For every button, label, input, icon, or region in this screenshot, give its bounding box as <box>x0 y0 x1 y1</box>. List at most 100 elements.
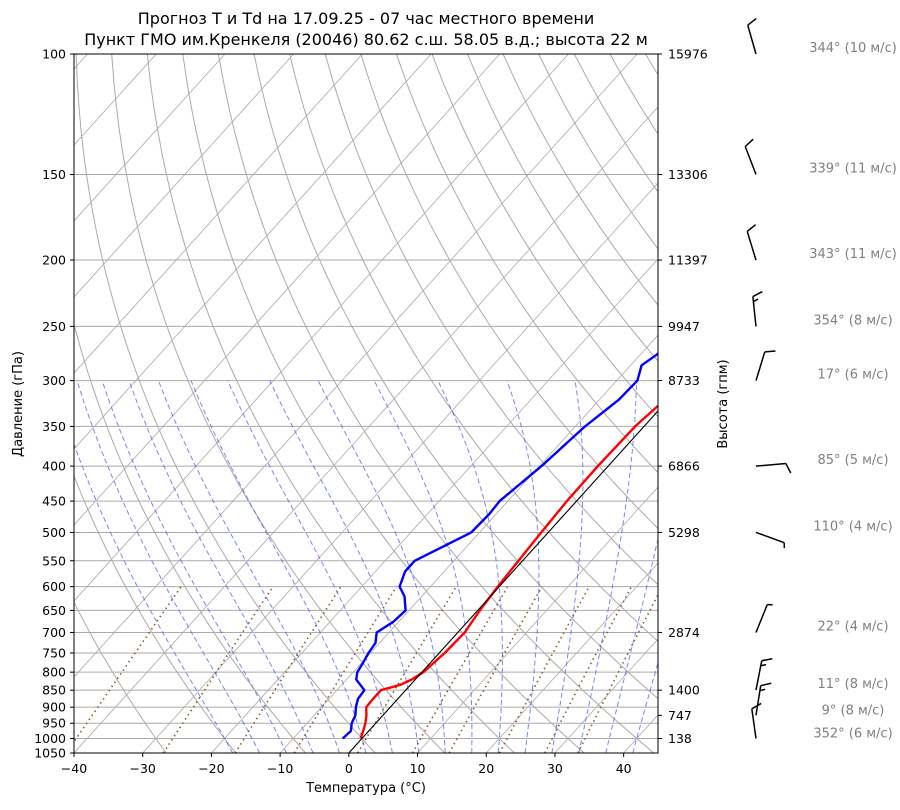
wind-label: 344° (10 м/с) <box>809 41 897 56</box>
dry-adiabat <box>218 54 653 753</box>
x-tick-label: 40 <box>616 761 632 776</box>
x-tick-label: 0 <box>345 761 353 776</box>
y-axis-label: Давление (гПа) <box>11 351 26 457</box>
dry-adiabat <box>788 54 900 753</box>
height-tick-label: 138 <box>668 731 692 746</box>
y-tick-label: 550 <box>42 553 66 568</box>
dry-adiabat <box>361 54 900 753</box>
y-tick-label: 1000 <box>34 731 66 746</box>
dry-adiabat <box>717 54 900 753</box>
wind-barb <box>756 348 776 383</box>
dry-adiabat <box>574 54 900 753</box>
isotherm-line <box>624 54 900 753</box>
wind-barb <box>756 657 772 692</box>
y-tick-label: 250 <box>42 319 66 334</box>
moist-adiabat <box>552 381 583 753</box>
wind-label: 9° (8 м/с) <box>822 703 885 718</box>
wind-barb <box>747 19 766 54</box>
isotherm-line <box>761 54 900 753</box>
moist-adiabat <box>54 381 233 753</box>
wind-label: 343° (11 м/с) <box>809 247 897 262</box>
mixing-ratio-line <box>578 587 662 753</box>
mixing-ratio-line <box>235 587 341 753</box>
y-tick-label: 450 <box>42 494 66 509</box>
moist-adiabat <box>579 381 637 753</box>
y-tick-label: 500 <box>42 525 66 540</box>
y-tick-label: 700 <box>42 625 66 640</box>
dry-adiabat <box>41 54 306 753</box>
wind-barb <box>746 225 766 260</box>
y-tick-label: 1050 <box>34 746 66 761</box>
mixing-ratio-line <box>545 587 632 753</box>
isotherm-line <box>211 54 843 753</box>
height-tick-label: 5298 <box>668 525 700 540</box>
height-tick-label: 8733 <box>668 373 700 388</box>
height-tick-label: 15976 <box>668 47 708 62</box>
x-tick-label: −40 <box>61 761 87 776</box>
dry-adiabat <box>468 54 900 753</box>
y-tick-label: 200 <box>42 253 66 268</box>
moist-adiabat <box>191 381 366 753</box>
y-tick-label: 950 <box>42 716 66 731</box>
y-tick-label: 900 <box>42 700 66 715</box>
y-tick-label: 650 <box>42 603 66 618</box>
wind-label: 110° (4 м/с) <box>813 519 892 534</box>
y-tick-label: 800 <box>42 665 66 680</box>
wind-barb <box>756 682 771 717</box>
chart-subtitle: Пункт ГМО им.Кренкеля (20046) 80.62 с.ш.… <box>84 30 648 49</box>
x-tick-label: −20 <box>198 761 224 776</box>
x-tick-label: 10 <box>410 761 426 776</box>
mixing-ratio-line <box>358 587 457 753</box>
height-tick-label: 9947 <box>668 319 700 334</box>
isotherm-line <box>5 54 637 753</box>
wind-label: 85° (5 м/с) <box>817 453 888 468</box>
dry-adiabat <box>183 54 584 753</box>
x-axis-label: Температура (°C) <box>305 781 426 796</box>
dry-adiabat <box>503 54 900 753</box>
wind-barb <box>756 603 773 635</box>
y-tick-label: 150 <box>42 167 66 182</box>
moist-adiabat <box>270 381 419 753</box>
isotherm-line <box>349 54 900 753</box>
height-tick-label: 11397 <box>668 253 708 268</box>
height-tick-label: 6866 <box>668 459 700 474</box>
wind-barb <box>754 532 786 548</box>
wind-barb <box>751 703 766 738</box>
isotherm-line <box>0 54 500 753</box>
dry-adiabat <box>610 54 900 753</box>
height-tick-label: 1400 <box>668 683 700 698</box>
zero-isotherm-line <box>349 54 900 753</box>
y-tick-label: 600 <box>42 579 66 594</box>
wind-layer: 344° (10 м/с)339° (11 м/с)343° (11 м/с)3… <box>744 19 897 742</box>
height-tick-label: 747 <box>668 708 692 723</box>
moist-adiabat <box>374 381 472 753</box>
x-tick-label: 20 <box>478 761 494 776</box>
wind-label: 352° (6 м/с) <box>813 727 892 742</box>
wind-barb <box>744 139 766 174</box>
axes-layer: 1001502002503003504004505005506006507007… <box>34 47 708 777</box>
wind-label: 11° (8 м/с) <box>817 677 888 692</box>
y-tick-label: 300 <box>42 373 66 388</box>
dry-adiabat <box>681 54 900 753</box>
dry-adiabat <box>325 54 863 753</box>
height-tick-label: 13306 <box>668 167 708 182</box>
dry-adiabat <box>254 54 724 753</box>
series-layer <box>343 54 900 753</box>
isotherm-line <box>486 54 900 753</box>
height-axis-label: Высота (гпм) <box>716 359 731 448</box>
moist-adiabat <box>158 381 339 753</box>
isotherm-line <box>418 54 900 753</box>
mixing-ratio-line <box>66 587 181 753</box>
chart-title: Прогноз T и Td на 17.09.25 - 07 час мест… <box>138 9 594 28</box>
x-tick-label: 30 <box>547 761 563 776</box>
height-tick-label: 2874 <box>668 625 700 640</box>
x-tick-label: −10 <box>267 761 293 776</box>
x-tick-label: −30 <box>130 761 156 776</box>
wind-barb <box>756 463 791 476</box>
mixing-ratio-line <box>500 587 589 753</box>
wind-barb <box>752 292 765 327</box>
isotherm-line <box>74 54 706 753</box>
dry-adiabat <box>752 54 900 753</box>
